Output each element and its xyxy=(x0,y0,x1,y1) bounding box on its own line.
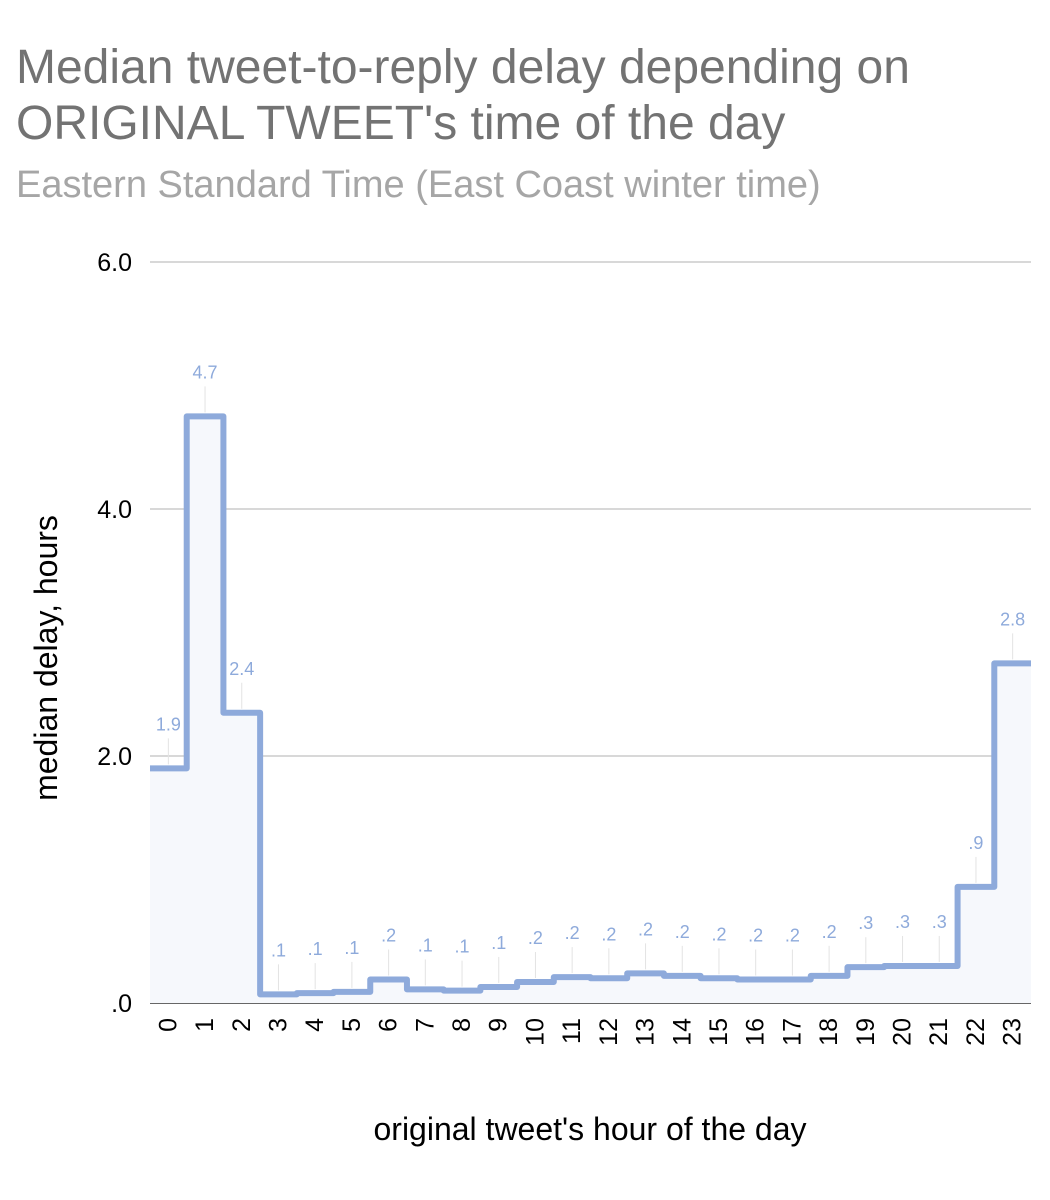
x-tick-label: 14 xyxy=(668,1018,696,1046)
x-tick-label: 5 xyxy=(338,1018,366,1032)
data-label: .2 xyxy=(675,922,690,942)
x-tick-label: 2 xyxy=(228,1018,256,1032)
chart-subtitle: Eastern Standard Time (East Coast winter… xyxy=(16,164,821,206)
data-label: .3 xyxy=(858,913,873,933)
data-label: 4.7 xyxy=(193,362,218,382)
data-label: .3 xyxy=(932,912,947,932)
chart-title: Median tweet-to-reply delay depending on… xyxy=(16,41,910,150)
y-axis-ticks: 6.0 4.0 2.0 .0 xyxy=(97,249,132,1018)
data-label: .3 xyxy=(895,912,910,932)
data-label: .1 xyxy=(308,939,323,959)
data-label: .2 xyxy=(785,926,800,946)
x-tick-label: 23 xyxy=(999,1018,1027,1046)
x-tick-label: 18 xyxy=(815,1018,843,1046)
gridlines xyxy=(150,261,1031,1004)
x-tick-label: 0 xyxy=(154,1018,182,1032)
y-tick-label: 6.0 xyxy=(97,249,132,277)
data-label: .1 xyxy=(271,940,286,960)
data-label: .2 xyxy=(601,924,616,944)
x-tick-label: 21 xyxy=(925,1018,953,1046)
x-tick-label: 7 xyxy=(411,1018,439,1032)
y-tick-label: .0 xyxy=(111,990,132,1018)
data-label: .2 xyxy=(711,924,726,944)
x-tick-label: 17 xyxy=(778,1018,806,1046)
data-label: .1 xyxy=(455,937,470,957)
data-label: .1 xyxy=(491,933,506,953)
data-labels: 1.9 4.7 2.4 .1 .1 .1 .2 .1 .1 .1 .2 .2 .2 .2 .2 .2 .2 .2.… xyxy=(156,362,1025,991)
series-line xyxy=(150,413,1031,998)
x-tick-label: 4 xyxy=(301,1018,329,1032)
x-tick-label: 20 xyxy=(889,1018,917,1046)
data-label: .2 xyxy=(638,919,653,939)
x-tick-label: 9 xyxy=(485,1018,513,1032)
x-tick-label: 22 xyxy=(962,1018,990,1046)
data-label: .2 xyxy=(822,922,837,942)
x-axis-ticks: 0 1 2 3 4 5 6 7 8 9 10 11 12 13 14 15 16 17 18 19 20 21 22 23 xyxy=(154,1018,1026,1046)
x-tick-label: 13 xyxy=(632,1018,660,1046)
x-tick-label: 3 xyxy=(264,1018,292,1032)
data-label: .2 xyxy=(748,926,763,946)
x-tick-label: 19 xyxy=(852,1018,880,1046)
plot-area xyxy=(150,413,1031,1003)
data-label: 2.4 xyxy=(229,659,254,679)
data-label: .2 xyxy=(565,923,580,943)
data-label: .2 xyxy=(381,926,396,946)
data-label: 2.8 xyxy=(1000,609,1025,629)
x-tick-label: 8 xyxy=(448,1018,476,1032)
data-label: .1 xyxy=(418,935,433,955)
y-axis-title: median delay, hours xyxy=(28,515,64,801)
x-tick-label: 1 xyxy=(191,1018,219,1032)
data-label: .2 xyxy=(528,928,543,948)
x-tick-label: 12 xyxy=(595,1018,623,1046)
x-tick-label: 15 xyxy=(705,1018,733,1046)
x-tick-label: 16 xyxy=(742,1018,770,1046)
x-tick-label: 11 xyxy=(558,1018,586,1044)
x-tick-label: 6 xyxy=(375,1018,403,1032)
y-tick-label: 2.0 xyxy=(97,743,132,771)
x-tick-label: 10 xyxy=(521,1018,549,1046)
x-axis-title: original tweet's hour of the day xyxy=(373,1111,806,1147)
area-fill xyxy=(150,416,1031,1003)
y-tick-label: 4.0 xyxy=(97,496,132,524)
data-label: .1 xyxy=(344,938,359,958)
data-label: .9 xyxy=(968,833,983,853)
data-label: 1.9 xyxy=(156,714,181,734)
